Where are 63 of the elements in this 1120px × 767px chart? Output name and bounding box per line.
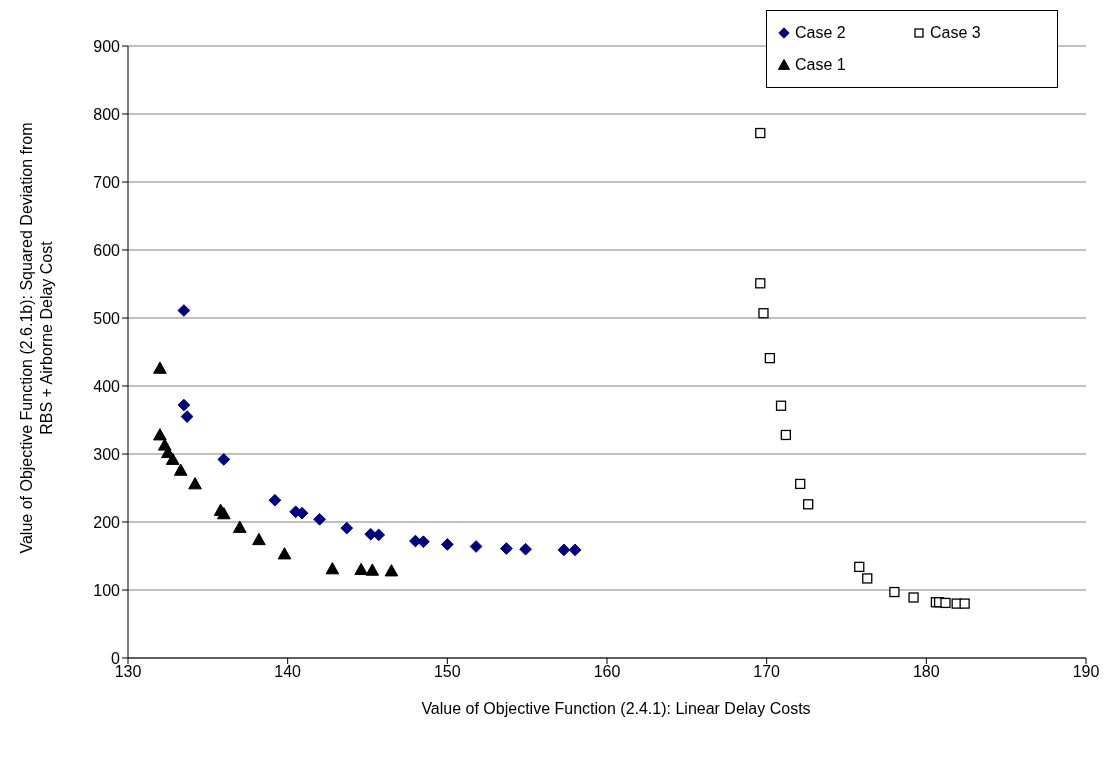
point (417, 535, 430, 549)
point (354, 562, 368, 576)
y-tick-label: 100 (93, 581, 121, 599)
point (165, 452, 180, 465)
point (177, 304, 191, 317)
y-tick-label: 200 (93, 513, 121, 531)
point (217, 453, 231, 466)
x-tick-label: 190 (1072, 663, 1100, 681)
point (940, 597, 951, 609)
point (180, 410, 194, 423)
point (277, 547, 292, 560)
legend-label: Case 3 (930, 24, 981, 42)
point (959, 598, 970, 609)
y-tick-label: 900 (93, 37, 121, 55)
point (325, 562, 340, 575)
point (568, 543, 582, 557)
x-tick-label: 180 (912, 663, 940, 681)
point (557, 543, 571, 557)
y-tick-label: 400 (93, 377, 121, 395)
point (340, 521, 354, 535)
point (177, 398, 191, 412)
point (764, 352, 776, 364)
point (755, 127, 766, 139)
point (755, 278, 766, 289)
x-tick-label: 160 (593, 663, 621, 681)
point (469, 540, 483, 553)
point (153, 361, 167, 374)
point (889, 586, 900, 598)
point (519, 542, 532, 556)
point (252, 532, 266, 546)
x-tick-label: 150 (433, 663, 461, 681)
point (384, 564, 399, 577)
legend-label: Case 1 (795, 56, 846, 74)
point (803, 499, 814, 510)
point (217, 507, 231, 520)
point (372, 528, 386, 542)
point (862, 573, 873, 584)
point (780, 429, 791, 441)
point (775, 400, 787, 411)
y-tick-label: 800 (93, 105, 121, 123)
point (758, 308, 769, 319)
y-tick-label: 500 (93, 309, 121, 327)
x-axis-title: Value of Objective Function (2.4.1): Linear Delay Costs (420, 700, 812, 718)
point (500, 542, 513, 555)
y-tick-label: 300 (93, 445, 121, 463)
point (188, 477, 202, 490)
point (232, 520, 247, 533)
point (908, 592, 919, 603)
point (365, 563, 380, 576)
point (854, 561, 865, 573)
x-tick-label: 170 (753, 663, 781, 681)
point (268, 493, 282, 507)
legend-label: Case 2 (795, 24, 846, 42)
x-tick-label: 130 (114, 663, 142, 681)
point (795, 478, 806, 490)
point (173, 463, 188, 476)
point (313, 512, 326, 526)
point (153, 428, 167, 441)
y-axis-title: Value of Objective Function (2.6.1b): Squared Deviation from RBS + Airborne Delay Cost (17, 121, 56, 556)
point (440, 538, 454, 551)
y-tick-label: 600 (93, 241, 121, 259)
x-tick-label: 140 (274, 663, 302, 681)
y-tick-label: 700 (93, 173, 121, 191)
